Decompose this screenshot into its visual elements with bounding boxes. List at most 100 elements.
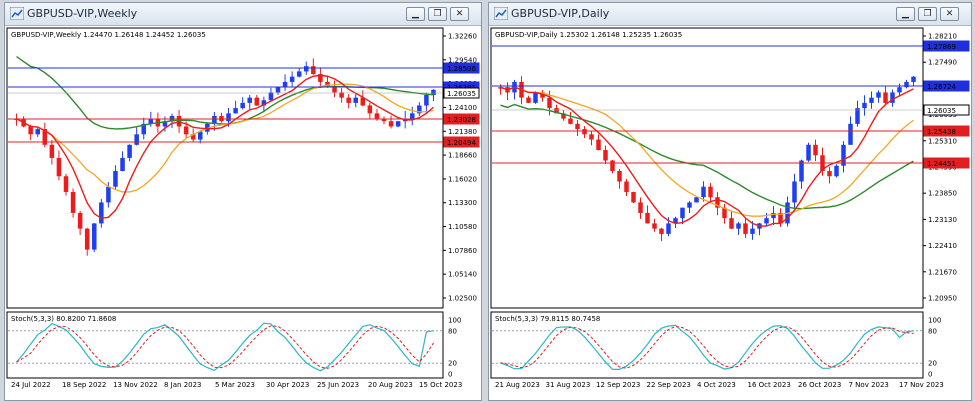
bull-candle xyxy=(897,87,902,93)
bear-candle xyxy=(176,115,182,127)
bear-candle xyxy=(49,144,55,158)
weekly-chart-area[interactable]: GBPUSD-VIP,Weekly 1.24470 1.26148 1.2445… xyxy=(5,26,481,400)
bull-candle xyxy=(694,197,699,203)
time-tick-label: 31 Aug 2023 xyxy=(546,381,591,389)
close-button[interactable]: ✕ xyxy=(450,7,469,21)
price-tick-label: 1.32260 xyxy=(448,33,477,41)
bear-candle xyxy=(722,207,727,219)
bull-candle xyxy=(736,223,741,229)
price-level-label: 1.23028 xyxy=(447,116,476,124)
price-header: GBPUSD-VIP,Daily 1.25302 1.26148 1.25235… xyxy=(495,31,682,39)
bear-candle xyxy=(381,118,387,122)
price-tick-label: 1.20950 xyxy=(928,295,957,303)
price-level-label-bg xyxy=(923,80,970,92)
bear-candle xyxy=(540,92,545,98)
price-level-label: 1.26035 xyxy=(927,107,956,115)
price-level-label: 1.20494 xyxy=(447,139,476,147)
bull-candle xyxy=(792,181,797,203)
bear-candle xyxy=(645,212,650,224)
close-button[interactable]: ✕ xyxy=(940,7,959,21)
bull-candle xyxy=(120,157,125,171)
bear-candle xyxy=(603,150,608,161)
bull-candle xyxy=(424,95,429,106)
price-tick-label: 1.05140 xyxy=(448,271,477,279)
minimize-button[interactable]: ▁ xyxy=(406,7,425,21)
bull-candle xyxy=(533,92,538,103)
ma-slow-line xyxy=(500,103,914,210)
bull-candle xyxy=(304,66,309,72)
bull-candle xyxy=(806,144,811,161)
bear-candle xyxy=(360,97,366,106)
price-level-label: 1.25438 xyxy=(927,128,956,136)
stoch-signal-line xyxy=(500,325,914,369)
time-tick-label: 12 Sep 2023 xyxy=(596,381,640,389)
price-level-label-bg xyxy=(443,62,480,74)
bear-candle xyxy=(652,223,657,229)
bear-candle xyxy=(624,181,629,192)
bear-candle xyxy=(183,126,189,135)
bear-candle xyxy=(778,212,783,224)
bull-candle xyxy=(771,212,776,219)
price-level-label-bg xyxy=(923,104,970,116)
bull-candle xyxy=(666,223,671,234)
window-titlebar[interactable]: GBPUSD-VIP,Daily ▁ ❐ ✕ xyxy=(489,3,971,26)
price-tick-label: 1.18660 xyxy=(448,152,477,160)
stoch-tick-label: 20 xyxy=(448,360,457,368)
stoch-tick-label: 0 xyxy=(448,371,452,379)
ma-mid-line xyxy=(500,86,914,217)
bull-candle xyxy=(127,144,132,158)
price-pane-frame xyxy=(490,27,924,309)
bull-candle xyxy=(834,165,839,177)
bull-candle xyxy=(106,186,111,203)
bull-candle xyxy=(869,97,874,103)
bull-candle xyxy=(282,81,288,88)
bull-candle xyxy=(268,92,274,101)
bull-candle xyxy=(431,89,436,96)
bull-candle xyxy=(247,97,252,103)
bear-candle xyxy=(631,191,636,203)
restore-button[interactable]: ❐ xyxy=(918,7,937,21)
bull-candle xyxy=(750,228,755,234)
time-tick-label: 26 Oct 2023 xyxy=(798,381,841,389)
bear-candle xyxy=(568,118,573,124)
stoch-tick-label: 100 xyxy=(928,317,941,325)
bear-candle xyxy=(638,202,643,213)
daily-chart-area[interactable]: GBPUSD-VIP,Daily 1.25302 1.26148 1.25235… xyxy=(489,26,971,400)
bull-candle xyxy=(848,123,853,145)
bear-candle xyxy=(311,66,316,75)
window-title: GBPUSD-VIP,Daily xyxy=(511,7,610,20)
restore-button[interactable]: ❐ xyxy=(428,7,447,21)
stoch-header: Stoch(5,3,3) 80.8200 71.8608 xyxy=(11,315,116,323)
bear-candle xyxy=(332,87,337,93)
bear-candle xyxy=(84,228,90,250)
stoch-main-line xyxy=(16,322,434,372)
window-titlebar[interactable]: GBPUSD-VIP,Weekly ▁ ❐ ✕ xyxy=(5,3,481,26)
bear-candle xyxy=(827,171,832,177)
bear-candle xyxy=(813,144,818,156)
time-tick-label: 8 Jan 2023 xyxy=(164,381,202,389)
bear-candle xyxy=(28,126,33,135)
price-tick-label: 1.07860 xyxy=(448,247,477,255)
bear-candle xyxy=(617,171,622,182)
minimize-button[interactable]: ▁ xyxy=(896,7,915,21)
price-tick-label: 1.13300 xyxy=(448,199,477,207)
bull-candle xyxy=(35,129,40,135)
bear-candle xyxy=(63,176,69,192)
bear-candle xyxy=(729,218,734,229)
time-tick-label: 7 Nov 2023 xyxy=(849,381,889,389)
daily-chart-window[interactable]: GBPUSD-VIP,Daily ▁ ❐ ✕ GBPUSD-VIP,Daily … xyxy=(488,2,972,401)
bull-candle xyxy=(911,76,916,82)
bull-candle xyxy=(134,134,139,145)
weekly-chart-window[interactable]: GBPUSD-VIP,Weekly ▁ ❐ ✕ GBPUSD-VIP,Weekl… xyxy=(4,2,482,401)
price-level-label-bg xyxy=(923,40,970,52)
price-tick-label: 1.23130 xyxy=(928,216,957,224)
price-tick-label: 1.27490 xyxy=(928,59,957,67)
price-level-label-bg xyxy=(923,125,970,137)
bear-candle xyxy=(367,105,373,114)
bull-candle xyxy=(680,207,685,219)
bull-candle xyxy=(240,102,245,109)
bull-candle xyxy=(395,121,401,127)
chart-icon xyxy=(10,7,24,20)
price-level-label-bg xyxy=(443,113,480,125)
stoch-tick-label: 100 xyxy=(448,317,461,325)
